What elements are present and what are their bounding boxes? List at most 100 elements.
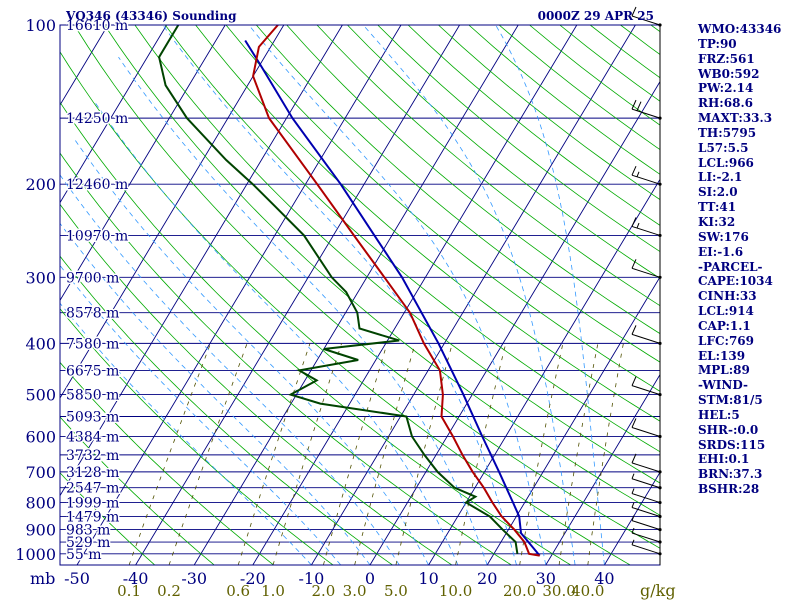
index-item: TP:90 bbox=[698, 36, 737, 51]
moist-adiabat bbox=[495, 25, 605, 565]
isotherm-line bbox=[369, 80, 660, 565]
height-label: 8578 m bbox=[66, 306, 119, 322]
dry-adiabat bbox=[60, 152, 512, 565]
moist-adiabat bbox=[60, 264, 342, 565]
height-label: 5093 m bbox=[66, 410, 119, 426]
height-label: 3732 m bbox=[66, 448, 119, 464]
index-item: CINH:33 bbox=[698, 289, 757, 304]
index-item: EI:-1.6 bbox=[698, 244, 744, 259]
wind-barb bbox=[631, 488, 662, 505]
wind-barb-flag bbox=[631, 259, 637, 269]
mixing-ratio-label: 0.2 bbox=[157, 582, 181, 600]
wind-barb-shaft bbox=[631, 493, 661, 504]
dry-adiabat bbox=[60, 416, 215, 565]
index-item: MAXT:33.3 bbox=[698, 111, 773, 126]
index-item: SI:2.0 bbox=[698, 185, 738, 200]
dry-adiabat bbox=[316, 25, 660, 307]
moist-adiabat bbox=[60, 174, 400, 565]
pressure-label: 1000 bbox=[15, 545, 56, 564]
wind-barb-flag bbox=[631, 217, 637, 227]
dry-adiabat bbox=[377, 25, 660, 253]
index-item: -PARCEL- bbox=[698, 259, 763, 274]
mixing-ratio-label: 5.0 bbox=[384, 582, 408, 600]
pressure-tick-labels: 100 200 300 400 500 600 700 800 900 1000 bbox=[15, 16, 56, 564]
wind-barb-shaft bbox=[631, 520, 661, 531]
mixing-ratio-label: 3.0 bbox=[343, 582, 367, 600]
index-item: CAPE:1034 bbox=[698, 274, 773, 289]
pressure-label: 100 bbox=[25, 16, 56, 35]
station-title: VQ346 (43346) Sounding bbox=[65, 9, 237, 23]
index-item: LFC:769 bbox=[698, 333, 754, 348]
index-item: CAP:1.1 bbox=[698, 318, 751, 333]
mixing-ratio-line bbox=[455, 343, 507, 565]
isotherm-line bbox=[60, 25, 226, 302]
wind-barb-shaft bbox=[631, 427, 661, 437]
wind-barb bbox=[631, 259, 662, 279]
height-label: 10970 m bbox=[66, 228, 128, 244]
moist-adiabat bbox=[162, 25, 517, 565]
dry-adiabat bbox=[60, 361, 274, 565]
dry-adiabat bbox=[255, 25, 660, 363]
height-label: 4384 m bbox=[66, 429, 119, 445]
moist-adiabat bbox=[118, 56, 488, 565]
pressure-label: 600 bbox=[25, 427, 56, 446]
moist-adiabat bbox=[74, 139, 429, 565]
dry-adiabat bbox=[60, 308, 334, 565]
wind-barb bbox=[631, 376, 662, 397]
wind-barb bbox=[631, 515, 662, 532]
moist-adiabat bbox=[248, 25, 547, 565]
wind-barb bbox=[631, 99, 662, 120]
dry-adiabat bbox=[60, 472, 156, 565]
dewpoint-trace bbox=[158, 25, 519, 554]
wind-barb-flag bbox=[631, 99, 637, 110]
wind-barb-shaft bbox=[631, 462, 661, 473]
wind-barb-half bbox=[636, 171, 640, 177]
index-item: LCL:966 bbox=[698, 155, 754, 170]
temperature-tick-label: -40 bbox=[123, 569, 149, 588]
index-item: SRDS:115 bbox=[698, 437, 766, 452]
dry-adiabat bbox=[347, 25, 660, 279]
wind-barb-shaft bbox=[631, 544, 661, 555]
pressure-label: 400 bbox=[25, 334, 56, 353]
wind-barb bbox=[631, 539, 662, 556]
wind-barb bbox=[631, 165, 662, 186]
wind-barb bbox=[631, 217, 662, 238]
mixing-ratio-label: 0.6 bbox=[226, 582, 250, 600]
moist-adiabat bbox=[362, 25, 576, 565]
index-item: FRZ:561 bbox=[698, 51, 755, 66]
wind-barb-shaft bbox=[631, 385, 661, 396]
dry-adiabat bbox=[60, 255, 393, 565]
index-item: RH:68.6 bbox=[698, 96, 753, 111]
wind-barb-shaft bbox=[631, 333, 661, 344]
wind-barb-shaft bbox=[631, 15, 661, 26]
temperature-tick-label: 40 bbox=[594, 569, 614, 588]
pressure-axis-label: mb bbox=[30, 569, 55, 588]
mixing-ratio-line bbox=[128, 343, 211, 565]
index-item: HEL:5 bbox=[698, 407, 740, 422]
index-item: EHI:0.1 bbox=[698, 452, 750, 467]
mixing-ratio-labels: 0.1 0.2 0.6 1.0 2.0 3.0 5.0 10.0 20.0 30.040.0 bbox=[117, 582, 604, 600]
height-label: 983 m bbox=[66, 523, 110, 539]
wind-barb-base bbox=[658, 552, 662, 556]
isotherm-line bbox=[60, 25, 285, 399]
wind-barb bbox=[631, 6, 662, 27]
temperature-tick-label: -50 bbox=[64, 569, 90, 588]
index-item: EL:139 bbox=[698, 348, 746, 363]
stability-indices-panel: WMO:43346 TP:90 FRZ:561 WB0:592 PW:2.14 RH:68… bbox=[698, 22, 798, 497]
temperature-tick-label: -10 bbox=[299, 569, 325, 588]
mixing-ratio-unit: g/kg bbox=[640, 581, 676, 600]
index-item: LCL:914 bbox=[698, 304, 754, 319]
mixing-ratio-label: 0.1 bbox=[117, 582, 141, 600]
wind-barb-half bbox=[631, 527, 635, 534]
dry-adiabat bbox=[134, 25, 660, 484]
isotherm-line bbox=[193, 25, 519, 565]
dry-adiabat bbox=[286, 25, 660, 335]
temperature-tick-label: -30 bbox=[181, 569, 207, 588]
mixing-ratio-label: 20.0 bbox=[503, 582, 536, 600]
isotherm-line bbox=[76, 25, 402, 565]
mixing-ratio-line bbox=[323, 343, 388, 565]
isotherm-line bbox=[604, 471, 660, 565]
height-label: 55 m bbox=[66, 547, 102, 563]
wind-barbs bbox=[631, 6, 662, 556]
wind-barb bbox=[631, 325, 662, 345]
